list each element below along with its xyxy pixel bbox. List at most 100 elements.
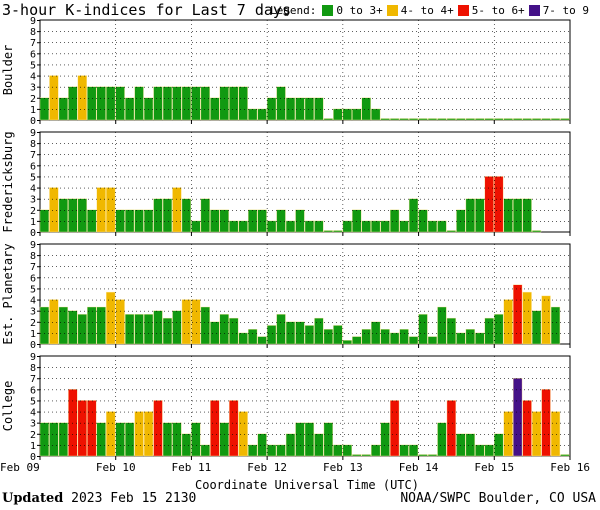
- k-bar: [115, 299, 125, 345]
- x-tick-label: Feb 15: [474, 461, 514, 474]
- k-bar: [229, 400, 239, 457]
- k-bar: [285, 321, 296, 345]
- k-bar: [238, 86, 248, 121]
- x-axis-title: Coordinate Universal Time (UTC): [195, 478, 419, 492]
- y-tick-label: 2: [30, 206, 36, 217]
- k-bar: [408, 198, 419, 233]
- k-bar: [162, 422, 173, 457]
- k-bar: [399, 329, 409, 345]
- k-bar: [361, 454, 371, 457]
- y-tick-label: 6: [30, 273, 36, 284]
- k-bar: [314, 433, 324, 457]
- k-bar: [77, 75, 87, 121]
- y-tick-label: 3: [30, 195, 36, 206]
- k-bar: [550, 411, 561, 457]
- k-bar: [475, 444, 485, 457]
- k-bar: [191, 86, 201, 121]
- k-bar: [87, 306, 97, 345]
- k-bar: [153, 310, 163, 345]
- k-bar: [475, 118, 485, 121]
- y-tick-label: 1: [30, 329, 36, 340]
- k-bar: [560, 454, 570, 457]
- legend-item-severe: 7- to 9: [528, 4, 589, 17]
- k-bar: [87, 400, 97, 457]
- k-bar: [276, 209, 286, 233]
- k-bar: [295, 422, 305, 457]
- k-bar: [96, 306, 106, 345]
- k-bar: [115, 86, 125, 121]
- y-tick-label: 5: [30, 172, 36, 183]
- k-bar: [58, 306, 68, 345]
- k-bar: [181, 86, 192, 121]
- k-bar: [248, 108, 258, 121]
- k-bar: [106, 187, 116, 233]
- k-bar: [49, 422, 59, 457]
- y-tick-label: 7: [30, 374, 36, 385]
- k-bar: [200, 444, 210, 457]
- k-bar: [314, 317, 324, 345]
- k-bar: [39, 422, 50, 457]
- k-bar: [446, 230, 457, 233]
- legend-swatch-severe: [528, 5, 540, 16]
- k-bar: [276, 444, 286, 457]
- k-bar: [333, 325, 343, 345]
- k-bar: [475, 332, 485, 345]
- y-tick-label: 8: [30, 139, 36, 150]
- k-bar: [191, 299, 201, 345]
- k-bar: [238, 332, 248, 345]
- k-bar: [484, 118, 494, 121]
- k-bar: [399, 118, 409, 121]
- k-bar: [210, 97, 220, 121]
- k-bar: [229, 220, 239, 233]
- k-bar: [522, 198, 532, 233]
- k-bar: [314, 97, 324, 121]
- k-bar: [276, 314, 286, 345]
- k-bar: [210, 321, 220, 345]
- x-tick-label: Feb 14: [399, 461, 439, 474]
- k-bar: [219, 86, 229, 121]
- k-bar: [285, 433, 296, 457]
- k-bar: [58, 97, 68, 121]
- y-tick-label: 5: [30, 60, 36, 71]
- k-bar: [437, 220, 447, 233]
- k-bar: [541, 118, 551, 121]
- k-bar: [371, 444, 381, 457]
- y-tick-label: 4: [30, 184, 36, 195]
- k-bar: [560, 118, 570, 121]
- y-tick-label: 4: [30, 296, 36, 307]
- k-bar: [124, 314, 135, 345]
- k-bar: [323, 422, 333, 457]
- x-tick-label: Feb 16: [550, 461, 590, 474]
- k-bar: [115, 209, 125, 233]
- k-bar: [352, 108, 362, 121]
- k-bar: [361, 329, 371, 345]
- k-bar: [96, 422, 106, 457]
- k-bar: [371, 108, 381, 121]
- k-bar: [191, 220, 201, 233]
- k-bar: [68, 198, 78, 233]
- k-bar: [389, 209, 400, 233]
- legend-item-active: 4- to 4+: [386, 4, 454, 17]
- k-bar: [352, 209, 362, 233]
- k-bar: [172, 86, 182, 121]
- k-bar: [446, 400, 457, 457]
- y-tick-label: 6: [30, 161, 36, 172]
- k-bar: [333, 230, 343, 233]
- k-bar: [380, 329, 390, 345]
- k-bar: [531, 118, 542, 121]
- source-credit: NOAA/SWPC Boulder, CO USA: [400, 491, 596, 506]
- k-bar: [200, 306, 210, 345]
- legend-swatch-active: [386, 5, 398, 16]
- k-bar: [389, 400, 400, 457]
- y-tick-label: 5: [30, 396, 36, 407]
- k-bar: [210, 400, 220, 457]
- k-bar: [408, 444, 419, 457]
- updated-value: 2023 Feb 15 2130: [71, 491, 197, 506]
- legend-swatch-quiet: [322, 5, 334, 16]
- k-bar: [134, 411, 144, 457]
- k-bar: [427, 336, 438, 345]
- k-bar: [342, 340, 352, 345]
- updated-timestamp: Updated 2023 Feb 15 2130: [2, 491, 196, 506]
- k-bar: [276, 86, 286, 121]
- k-bar: [248, 329, 258, 345]
